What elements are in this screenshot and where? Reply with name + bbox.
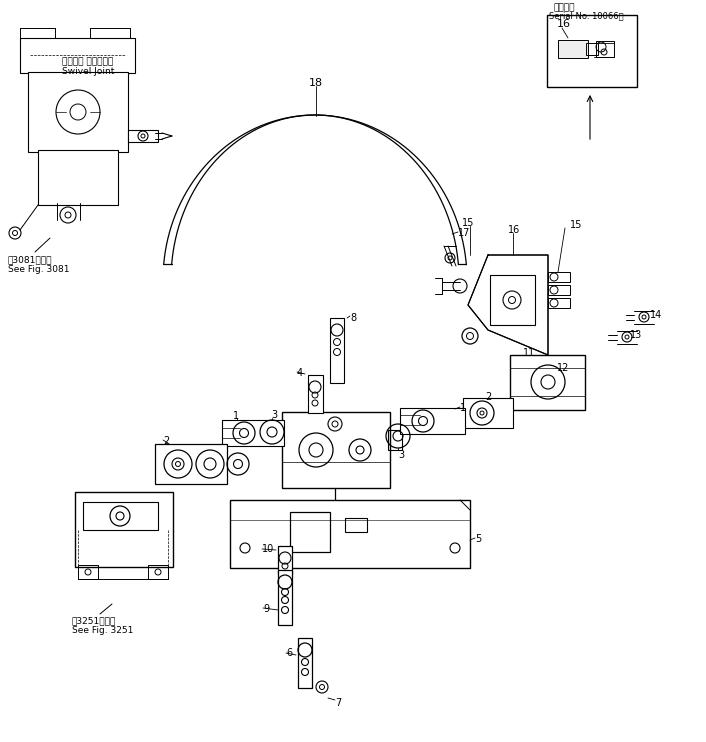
Text: 11: 11 [523,348,535,358]
Bar [558,40,588,58]
Text: 2: 2 [485,392,491,402]
Bar [308,375,323,413]
Text: 2: 2 [163,436,169,446]
Text: 通用号機: 通用号機 [553,3,575,12]
Text: 15: 15 [462,218,474,228]
Text: 7: 7 [335,698,341,708]
Text: 5: 5 [475,534,481,544]
Bar [20,38,135,73]
Bar [128,130,158,142]
Bar [463,398,513,428]
Bar [548,272,570,282]
Text: 16: 16 [508,225,520,235]
Bar [548,285,570,295]
Polygon shape [468,255,548,355]
Text: 13: 13 [630,330,642,340]
Text: 10: 10 [262,544,274,554]
Bar [388,430,402,450]
Text: 第3081図参照: 第3081図参照 [8,255,52,264]
Text: 15: 15 [570,220,582,230]
Bar [282,412,390,488]
Bar [278,546,292,574]
Text: 14: 14 [650,310,662,320]
Text: Swivel Joint: Swivel Joint [62,67,114,76]
Bar [155,444,227,484]
Bar [298,638,312,688]
Bar [548,298,570,308]
Bar [38,150,118,205]
Text: 18: 18 [309,78,323,88]
Text: スイベル ジョイント: スイベル ジョイント [62,57,113,66]
Text: 8: 8 [350,313,356,323]
Text: 3: 3 [398,450,404,460]
Bar [75,492,173,567]
Text: 9: 9 [263,604,269,614]
Text: 3: 3 [271,410,277,420]
Bar [400,408,465,434]
Bar [586,43,598,55]
Bar [278,570,292,625]
Bar [78,565,98,579]
Bar [28,72,128,152]
Text: 第3251図参照: 第3251図参照 [72,616,116,625]
Text: 1: 1 [460,403,466,413]
Text: 1: 1 [233,411,239,421]
Text: Serial No. 10066〜: Serial No. 10066〜 [549,11,623,20]
Bar [222,420,284,446]
Bar [510,355,585,410]
Text: 4: 4 [297,368,303,378]
Bar [345,518,367,532]
Bar [290,512,330,552]
Text: 12: 12 [557,363,569,373]
Text: 6: 6 [286,648,292,658]
Bar [330,318,344,383]
Bar [490,275,535,325]
Bar [230,500,470,568]
Text: 16: 16 [557,19,571,29]
Bar [547,15,637,87]
Bar [596,41,614,57]
Text: 17: 17 [458,228,470,238]
Text: See Fig. 3081: See Fig. 3081 [8,265,69,274]
Bar [83,502,158,530]
Bar [148,565,168,579]
Text: See Fig. 3251: See Fig. 3251 [72,626,133,635]
